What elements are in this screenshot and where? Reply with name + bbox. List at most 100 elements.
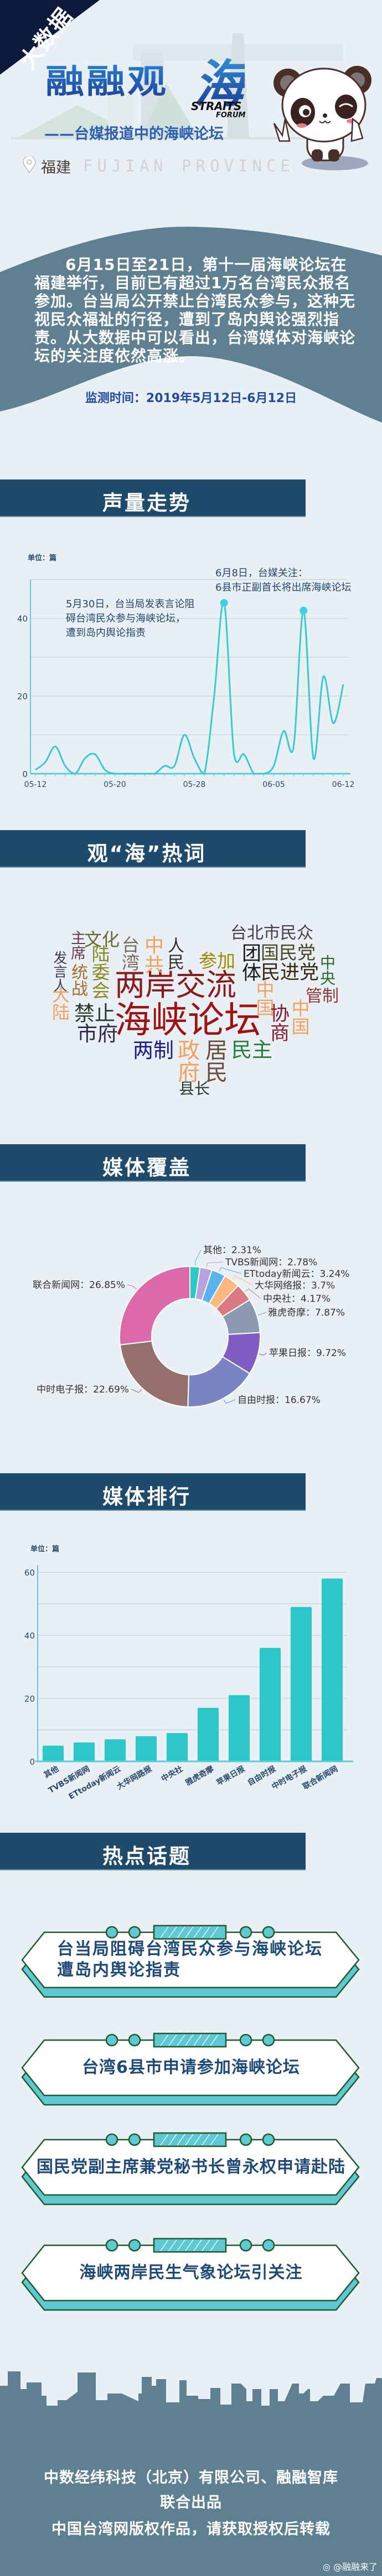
location-name-english: FUJIAN PROVINCE: [83, 157, 295, 175]
hot-topic-card[interactable]: 台当局阻碍台湾民众参与海峡论坛遭岛内舆论指责: [0, 1925, 382, 1999]
hot-topic-card[interactable]: 海峡两岸民生气象论坛引关注: [0, 2238, 382, 2312]
section-header-topics: 热点话题: [0, 1833, 306, 1870]
y-tick-label: 60: [24, 1568, 35, 1578]
hot-topic-card[interactable]: 台湾6县市申请参加海峡论坛: [0, 2032, 382, 2106]
x-tick-label: 苹果日报: [215, 1764, 246, 1788]
x-tick-label: 06-05: [262, 780, 285, 789]
hot-topic-card[interactable]: 国民党副主席兼党秘书长曾永权申请赴陆: [0, 2132, 382, 2206]
annotation-line: 遭到岛内舆论指责: [66, 627, 146, 639]
leader-line: [245, 1288, 261, 1299]
x-tick-label: 中央社: [159, 1764, 184, 1784]
annotation-line: 5月30日，台当局发表言论阻: [66, 598, 195, 610]
annotation-line: 6县市正副首长将出席海峡论坛: [215, 582, 352, 593]
weibo-watermark: ◎ @融融来了: [323, 2559, 378, 2573]
trend-line-chart: 0 20 40 05-12 05-20 05-28 06-05 06-12: [17, 579, 355, 789]
slice-label: 其他：2.31%: [203, 1245, 261, 1256]
section-title-ranking: 媒体排行: [102, 1485, 191, 1509]
x-tick-label: 大华网路报: [115, 1764, 153, 1792]
weibo-icon: ◎: [322, 2562, 331, 2572]
leader-line: [223, 1399, 236, 1404]
slice-label: 中时电子报：22.69%: [37, 1384, 129, 1395]
leader-line: [206, 1261, 224, 1268]
donut-slice: [119, 1340, 190, 1407]
hot-word: 县长: [179, 1080, 210, 1098]
y-tick-label: 40: [24, 1631, 35, 1641]
bar: [322, 1578, 343, 1761]
intro-paragraph: 6月15日至21日，第十一届海峡论坛在福建举行，目前已有超过1万名台湾民众报名参…: [34, 255, 356, 365]
leader-line: [127, 1284, 137, 1290]
page-subtitle: ——台媒报道中的海峡论坛: [44, 126, 224, 143]
y-tick-label: 20: [17, 692, 28, 702]
hot-word: 发言人: [51, 951, 68, 992]
straits-forum-logo-line1: STRAITS: [191, 100, 241, 113]
slice-label: 中央社：4.17%: [263, 1294, 331, 1305]
hot-topic-text: 台当局阻碍台湾民众参与海峡论坛遭岛内舆论指责: [57, 1939, 323, 1980]
hot-word: 民进党: [261, 962, 319, 984]
hot-word: 主席: [68, 930, 85, 960]
footer-credit-line1: 中数经纬科技（北京）有限公司、融融智库: [44, 2469, 338, 2486]
hot-word: 团体: [239, 943, 261, 982]
slice-label: 雅虎奇摩：7.87%: [268, 1307, 345, 1318]
trend-unit-label: 单位：篇: [28, 554, 57, 562]
annotation-line: 6月8日，台媒关注：: [215, 567, 308, 579]
hot-word: 台湾: [119, 936, 140, 971]
hot-word: 中共: [141, 935, 163, 974]
x-tick-label: 05-28: [183, 780, 206, 789]
bar: [198, 1708, 219, 1761]
slice-label: 联合新闻网：26.85%: [33, 1280, 125, 1291]
hot-word: 居民: [202, 1039, 227, 1083]
hot-word: 大陆: [49, 985, 70, 1021]
leader-line: [257, 1312, 266, 1316]
leader-line: [131, 1389, 142, 1393]
slice-label: 自由时报：16.67%: [238, 1395, 321, 1406]
leader-line: [194, 1249, 202, 1266]
location-pin-icon: [23, 157, 36, 173]
x-tick-label: 其他: [42, 1764, 60, 1780]
hot-word: 协商: [267, 1003, 289, 1042]
ranking-unit-label: 单位：篇: [30, 1545, 60, 1553]
y-tick-label: 0: [29, 1757, 35, 1767]
hot-word: 文化: [84, 929, 120, 950]
slice-label: 苹果日报：9.72%: [269, 1348, 346, 1359]
hot-word: 统战: [68, 963, 87, 997]
page-title: 融融观: [45, 55, 168, 103]
hot-word: 市府: [77, 1022, 118, 1046]
section-header-hotwords: 观“海”热词: [0, 830, 306, 868]
footer-skyline-background: [0, 2371, 382, 2576]
section-title-trend: 声量走势: [102, 491, 191, 515]
x-tick-label: 05-12: [24, 780, 47, 789]
panda-mascot-illustration: [273, 66, 371, 170]
annotation-line: 碍台湾民众参与海峡论坛，: [66, 613, 185, 624]
hot-word: 中央: [318, 955, 336, 985]
monitor-period: 监测时间：2019年5月12日-6月12日: [85, 392, 297, 405]
intro-wave-background: [0, 226, 382, 423]
bar: [74, 1742, 95, 1761]
hot-word: 参加: [199, 950, 235, 972]
slice-label: ETtoday新闻云：3.24%: [244, 1269, 349, 1280]
x-tick-label: 联合新闻网: [301, 1764, 339, 1792]
hot-word: 政府: [174, 1039, 199, 1083]
section-title-coverage: 媒体覆盖: [102, 1156, 191, 1180]
hot-word: 人民: [164, 937, 184, 970]
x-tick-label: 中时电子报: [270, 1764, 308, 1792]
trend-annotation-may30: 5月30日，台当局发表言论阻 碍台湾民众参与海峡论坛， 遭到岛内舆论指责: [66, 597, 194, 640]
bar: [105, 1739, 126, 1761]
media-coverage-donut-chart: 其他：2.31%TVBS新闻网：2.78%ETtoday新闻云：3.24%大华网…: [33, 1245, 349, 1407]
hot-word: 禁止: [74, 1002, 115, 1025]
y-tick-label: 20: [24, 1694, 35, 1704]
section-title-hotwords: 观“海”热词: [87, 842, 207, 865]
bar: [43, 1745, 64, 1761]
hot-word: 国民党: [261, 942, 316, 963]
bar: [291, 1607, 312, 1761]
hot-word: 中国: [288, 999, 310, 1035]
bar: [229, 1695, 250, 1761]
leader-line: [219, 1267, 242, 1274]
x-tick-label: 雅虎奇摩: [184, 1764, 216, 1787]
bar: [136, 1736, 157, 1761]
leader-line: [259, 1352, 267, 1356]
x-tick-label: 06-12: [332, 780, 355, 789]
hot-word: 中国: [253, 980, 275, 1016]
watermark-handle: @融融来了: [333, 2562, 378, 2572]
